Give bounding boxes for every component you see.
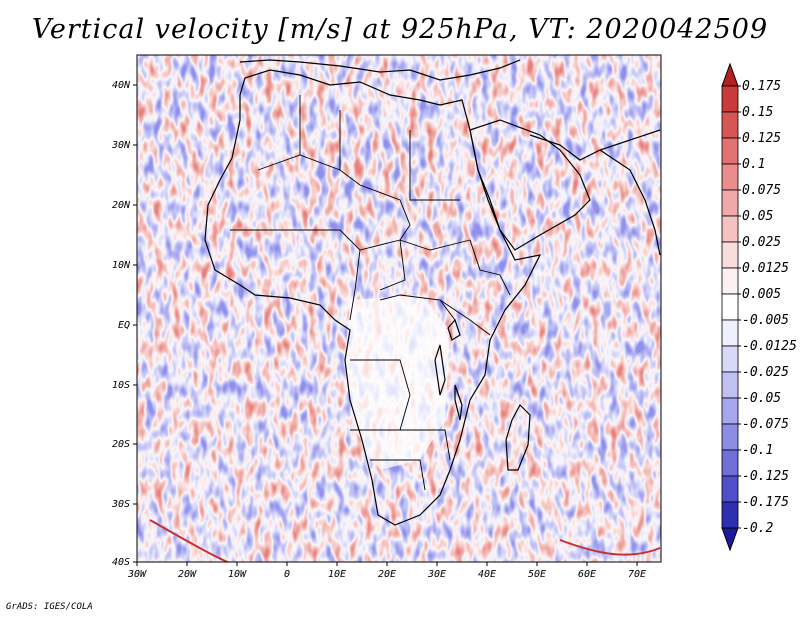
colorbar-swatch: [721, 345, 739, 373]
colorbar-label: 0.05: [742, 209, 773, 224]
velocity-field: [137, 55, 661, 562]
colorbar-swatch: [721, 293, 739, 321]
colorbar-label: 0.075: [742, 183, 781, 198]
lat-label: EQ: [118, 320, 130, 331]
colorbar-swatch: [721, 189, 739, 217]
colorbar-swatch: [721, 163, 739, 191]
colorbar-label: -0.075: [742, 417, 789, 432]
colorbar-swatch: [721, 319, 739, 347]
lat-label: 30N: [111, 140, 131, 151]
lon-tick: 30E: [427, 562, 446, 580]
colorbar-swatch: [721, 423, 739, 451]
lon-label: 0: [284, 569, 290, 580]
lat-tick: 30N: [111, 140, 137, 151]
colorbar-bottom-arrow: [721, 527, 739, 552]
lat-label: 40N: [112, 80, 131, 91]
colorbar-label: 0.025: [742, 235, 781, 250]
colorbar-label: 0.125: [742, 131, 781, 146]
lat-label: 20S: [112, 439, 130, 450]
lon-label: 10E: [328, 569, 346, 580]
lon-tick: 20E: [378, 562, 396, 580]
lon-label: 10W: [228, 569, 247, 580]
lat-axis: 40N 30N 20N 10N EQ 10S 20S 30S 40S: [111, 80, 137, 568]
lon-label: 20E: [378, 569, 396, 580]
colorbar-label: -0.175: [742, 495, 789, 510]
colorbar-label: -0.0125: [742, 339, 797, 354]
lat-tick: 40N: [112, 80, 137, 91]
lat-tick: EQ: [118, 320, 137, 331]
lon-tick: 60E: [578, 562, 596, 580]
lat-label: 10N: [112, 260, 131, 271]
lon-label: 70E: [628, 569, 646, 580]
grads-credit: GrADS: IGES/COLA: [6, 602, 93, 612]
colorbar-swatch: [721, 85, 739, 113]
colorbar-swatch: [721, 137, 739, 165]
colorbar-swatch: [721, 215, 739, 243]
lat-tick: 20S: [112, 439, 137, 450]
colorbar-top-arrow: [721, 62, 739, 87]
colorbar-label: 0.1: [742, 157, 765, 172]
colorbar-swatch: [721, 241, 739, 269]
lon-label: 30E: [427, 569, 446, 580]
lon-tick: 70E: [628, 562, 646, 580]
lon-tick: 10E: [328, 562, 346, 580]
colorbar-label: -0.125: [742, 469, 789, 484]
colorbar-swatch: [721, 475, 739, 503]
colorbar-label: -0.005: [742, 313, 789, 328]
colorbar-label: -0.1: [742, 443, 773, 458]
lat-tick: 30S: [111, 499, 137, 510]
borders: [230, 95, 511, 491]
coastlines: [204, 59, 661, 526]
plot-frame: [136, 54, 662, 563]
lat-label: 20N: [112, 200, 131, 211]
colorbar-swatch: [721, 397, 739, 425]
colorbar-label: -0.025: [742, 365, 789, 380]
lat-tick: 20N: [112, 200, 137, 211]
colorbar-label: 0.0125: [742, 261, 789, 276]
lon-tick: 50E: [528, 562, 546, 580]
colorbar-label: -0.05: [742, 391, 781, 406]
colorbar-swatch: [721, 267, 739, 295]
colorbar-swatch: [721, 449, 739, 477]
lat-tick: 10N: [112, 260, 137, 271]
lat-label: 40S: [112, 557, 130, 568]
colorbar-label: 0.005: [742, 287, 781, 302]
colorbar: 0.175 0.15 0.125 0.1 0.075 0.05 0.025 0.0125 0.0…: [721, 62, 797, 552]
colorbar-swatch: [721, 111, 739, 139]
lat-label: 10S: [112, 380, 130, 391]
colorbar-label: 0.175: [742, 79, 781, 94]
colorbar-swatch: [721, 371, 739, 399]
lon-label: 50E: [528, 569, 546, 580]
lon-axis: 30W 20W 10W 0 10E 20E 30E 40E 50E 60E 70…: [127, 562, 646, 580]
lon-tick: 0: [284, 562, 290, 580]
lon-tick: 30W: [127, 562, 147, 580]
colorbar-swatch: [721, 501, 739, 529]
map-title: Vertical velocity [m/s] at 925hPa, VT: 2…: [31, 14, 769, 45]
lon-label: 30W: [127, 569, 147, 580]
lon-label: 60E: [578, 569, 596, 580]
lat-label: 30S: [111, 499, 130, 510]
lat-tick: 10S: [112, 380, 137, 391]
lon-label: 20W: [178, 569, 197, 580]
colorbar-label: -0.2: [742, 521, 773, 536]
colorbar-label: 0.15: [742, 105, 773, 120]
lon-tick: 40E: [478, 562, 496, 580]
lon-tick: 20W: [178, 562, 197, 580]
lon-tick: 10W: [228, 562, 247, 580]
lat-tick: 40S: [112, 557, 137, 568]
lon-label: 40E: [478, 569, 496, 580]
